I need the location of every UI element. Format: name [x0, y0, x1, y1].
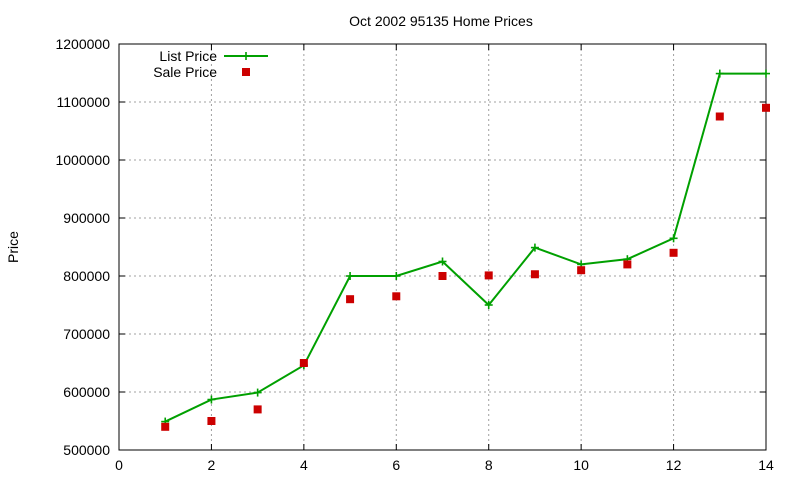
legend-label-list-price: List Price [159, 48, 217, 64]
list-price-point [438, 257, 447, 266]
sale-price-point [253, 405, 262, 414]
sale-price-point [484, 271, 493, 280]
plot-frame [118, 43, 767, 451]
legend-label-sale-price: Sale Price [153, 64, 217, 80]
sale-price-point [161, 422, 170, 431]
sale-price-point [669, 248, 678, 257]
legend-swatch-sale-price [242, 68, 250, 76]
x-tick-label: 6 [392, 457, 400, 473]
x-tick-label: 8 [485, 457, 493, 473]
list-price-point [669, 234, 678, 243]
y-axis-label: Price [5, 231, 21, 263]
x-tick-label: 10 [573, 457, 589, 473]
grid [119, 44, 766, 450]
x-tick-label: 2 [208, 457, 216, 473]
x-tick-label: 14 [758, 457, 774, 473]
x-tick-label: 4 [300, 457, 308, 473]
sale-price-point [207, 417, 216, 425]
list-price-point [207, 395, 216, 404]
list-price-point [253, 388, 262, 397]
sale-price-point [577, 266, 586, 275]
series-group [161, 69, 770, 431]
y-tick-label: 600000 [63, 384, 110, 400]
y-tick-label: 500000 [63, 442, 110, 458]
sale-price-point [299, 359, 308, 367]
list-price-point [762, 69, 770, 78]
list-price-point [530, 243, 539, 252]
legend-marker-list-price [242, 52, 250, 60]
x-tick-label: 12 [666, 457, 682, 473]
chart-title: Oct 2002 95135 Home Prices [349, 13, 533, 29]
list-price-line [164, 72, 766, 423]
list-price-point [715, 69, 724, 78]
sale-price-point [392, 292, 401, 301]
list-price-point [346, 272, 355, 280]
sale-price-point [346, 295, 355, 304]
sale-price-point [438, 272, 447, 280]
x-tick-label: 0 [115, 457, 123, 473]
sale-price-point [715, 112, 724, 121]
y-tick-label: 700000 [63, 326, 110, 342]
y-tick-label: 800000 [63, 268, 110, 284]
list-price-point [484, 301, 493, 309]
y-tick-label: 1000000 [55, 152, 110, 168]
y-tick-label: 1200000 [55, 36, 110, 52]
axes: 0 2 4 6 8 10 12 14 500000 600000 700000 800000 90000… [55, 36, 774, 473]
y-tick-label: 900000 [63, 210, 110, 226]
sale-price-point [623, 260, 632, 269]
list-price-point [392, 272, 401, 280]
sale-price-point [530, 270, 539, 279]
sale-price-point [762, 103, 770, 112]
y-tick-label: 1100000 [57, 94, 111, 110]
